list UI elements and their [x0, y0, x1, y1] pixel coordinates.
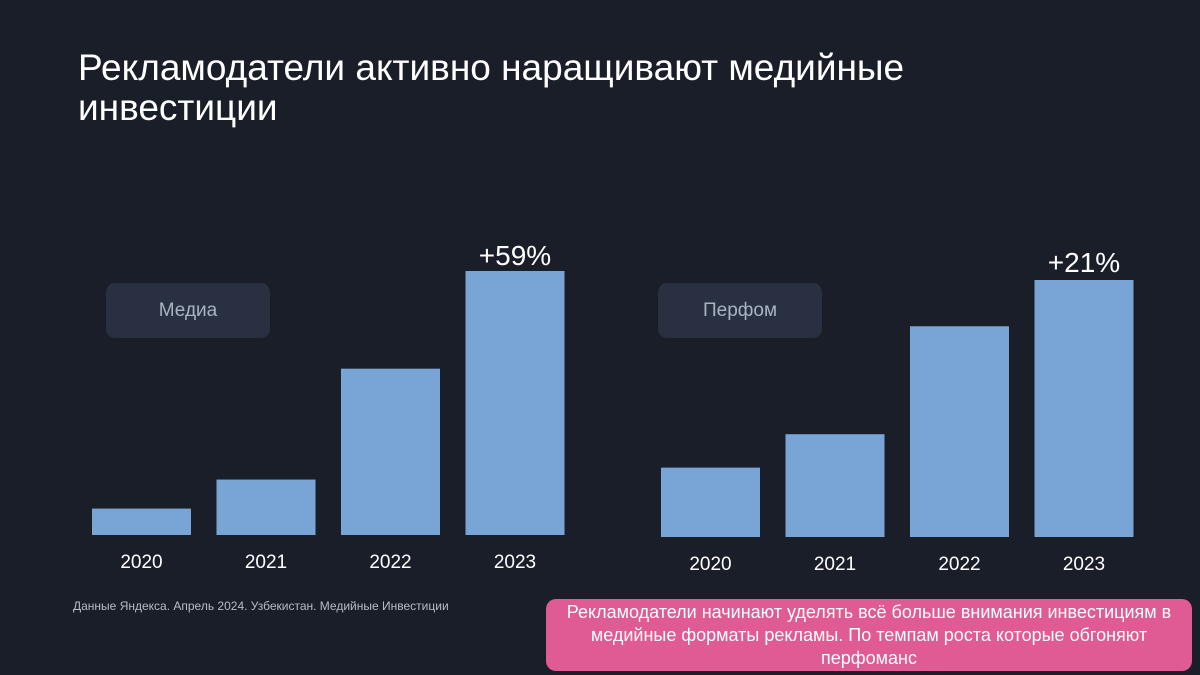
chart-media: 2020 2021 2022 2023 +59%	[92, 240, 565, 573]
callout-note: Рекламодатели начинают уделять всё больш…	[546, 599, 1192, 671]
perform-tick-2022: 2022	[938, 554, 980, 575]
media-bar-2023	[465, 271, 565, 535]
media-tick-2020: 2020	[120, 552, 162, 573]
media-bar-2020	[92, 508, 191, 535]
media-bar-2021	[216, 479, 316, 535]
perform-bar-2021	[785, 434, 885, 537]
perform-tick-2020: 2020	[689, 554, 731, 575]
perform-growth-label: +21%	[1048, 247, 1120, 278]
perform-bar-2023	[1034, 280, 1134, 537]
page-title: Рекламодатели активно наращивают медийны…	[78, 47, 905, 128]
chart-perform: 2020 2021 2022 2023 +21%	[661, 247, 1134, 575]
perform-bar-2022	[910, 326, 1009, 537]
media-tick-2022: 2022	[369, 552, 411, 573]
perform-tick-2021: 2021	[814, 554, 856, 575]
perform-tick-2023: 2023	[1063, 554, 1105, 575]
media-tick-2023: 2023	[494, 552, 536, 573]
chart-media-label: Медиа	[106, 283, 270, 338]
media-growth-label: +59%	[479, 240, 551, 271]
chart-perform-label: Перфом	[658, 283, 822, 338]
media-tick-2021: 2021	[245, 552, 287, 573]
media-bar-2022	[341, 368, 440, 535]
source-note: Данные Яндекса. Апрель 2024. Узбекистан.…	[73, 599, 449, 613]
perform-bar-2020	[661, 467, 760, 537]
